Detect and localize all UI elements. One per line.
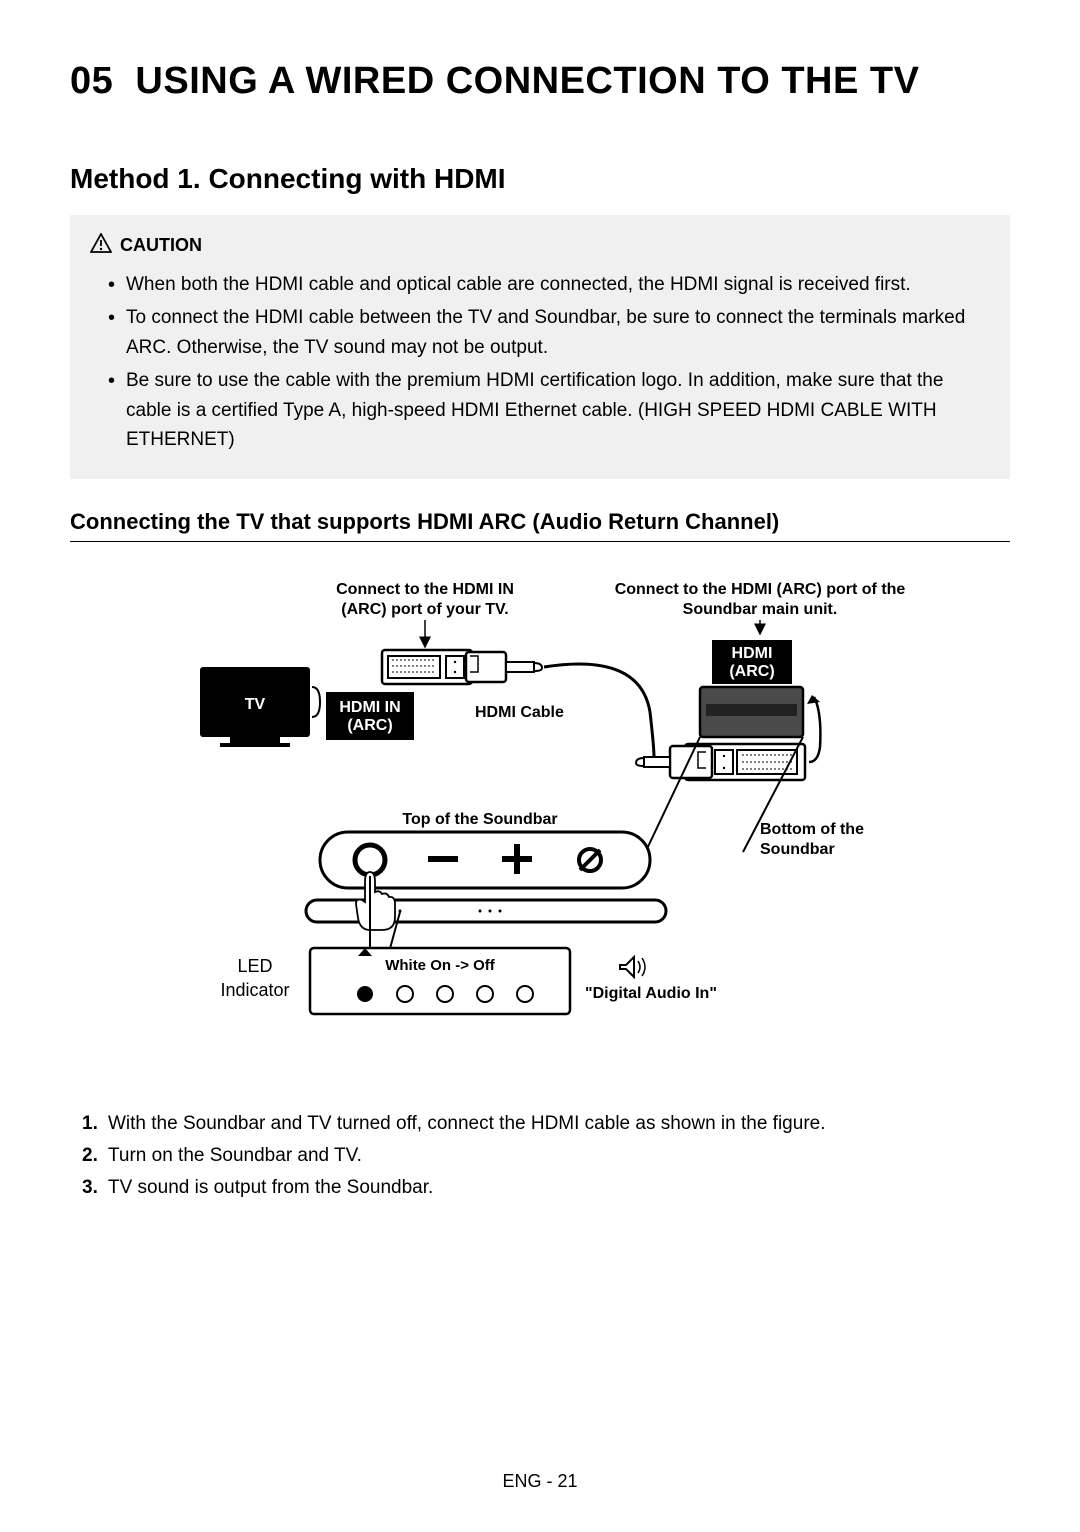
white-on-off-label: White On -> Off [385,957,496,974]
tv-connect-label2: (ARC) port of your TV. [341,601,508,618]
caution-box: CAUTION When both the HDMI cable and opt… [70,215,1010,479]
tv-connect-label: Connect to the HDMI IN [336,581,514,598]
step-item: TV sound is output from the Soundbar. [82,1173,1010,1203]
chapter-title-text: USING A WIRED CONNECTION TO THE TV [135,60,919,102]
hdmi-in-label2: (ARC) [347,717,392,734]
subsection-title: Connecting the TV that supports HDMI ARC… [70,509,1010,542]
connection-diagram: Connect to the HDMI IN (ARC) port of you… [70,572,1010,1077]
top-soundbar-label: Top of the Soundbar [402,811,557,828]
caution-item: To connect the HDMI cable between the TV… [108,303,990,362]
chapter-number: 05 [70,60,113,102]
step-item: With the Soundbar and TV turned off, con… [82,1109,1010,1139]
caution-header: CAUTION [90,233,990,258]
steps-list: With the Soundbar and TV turned off, con… [70,1109,1010,1204]
caution-list: When both the HDMI cable and optical cab… [90,270,990,455]
tv-label: TV [245,696,266,713]
sb-connect-label2: Soundbar main unit. [683,601,838,618]
section-title: Method 1. Connecting with HDMI [70,163,1010,195]
hdmi-in-label: HDMI IN [339,699,400,716]
hdmi-cable-label: HDMI Cable [475,704,564,721]
caution-item: Be sure to use the cable with the premiu… [108,366,990,454]
caution-label: CAUTION [120,235,202,256]
digital-audio-label: "Digital Audio In" [585,985,717,1002]
caution-icon [90,233,112,258]
page-footer: ENG - 21 [0,1471,1080,1492]
bottom-soundbar-label1: Bottom of the [760,821,864,838]
chapter-title: 05 USING A WIRED CONNECTION TO THE TV [70,60,1010,103]
led-label1: LED [237,956,272,976]
led-label2: Indicator [220,980,289,1000]
hdmi-arc-label2: (ARC) [729,663,774,680]
bottom-soundbar-label2: Soundbar [760,841,835,858]
caution-item: When both the HDMI cable and optical cab… [108,270,990,299]
hdmi-arc-label: HDMI [732,645,773,662]
sb-connect-label: Connect to the HDMI (ARC) port of the [615,581,906,598]
step-item: Turn on the Soundbar and TV. [82,1141,1010,1171]
